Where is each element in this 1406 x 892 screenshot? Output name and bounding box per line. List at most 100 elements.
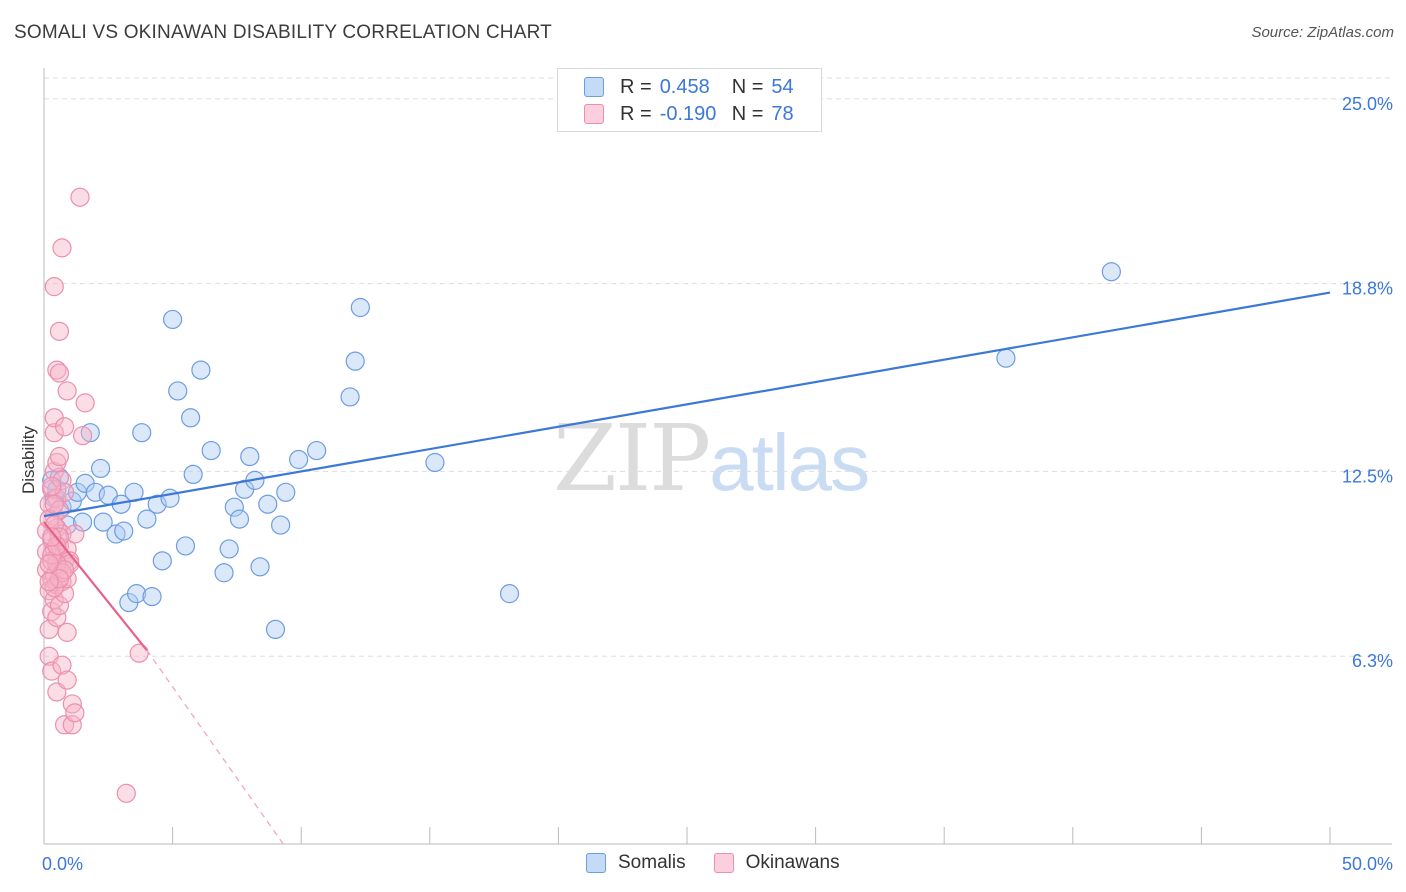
somali-point	[181, 408, 201, 428]
legend-item-somalis[interactable]: Somalis	[586, 852, 686, 874]
somali-point	[229, 509, 250, 529]
legend-swatch-okinawans	[713, 853, 734, 873]
okinawan-point	[54, 584, 75, 604]
somali-point	[126, 584, 147, 604]
somali-point	[250, 557, 270, 577]
somali-point	[152, 551, 172, 571]
somali-point	[90, 458, 111, 479]
somali-point	[137, 509, 157, 529]
legend-label-somalis: Somalis	[618, 852, 686, 873]
x-tick-label: 0.0%	[42, 854, 83, 874]
correlation-legend: R = 0.458 N = 54 R = -0.190 N = 78	[557, 68, 822, 132]
somali-trendline	[43, 291, 1331, 518]
legend-swatch-okinawans	[584, 104, 604, 124]
somali-point	[345, 351, 365, 371]
legend-swatch-somalis	[584, 77, 604, 97]
y-tick-label: 18.8%	[1342, 279, 1393, 299]
okinawan-point	[75, 393, 95, 413]
okinawan-point	[65, 524, 85, 544]
somali-point	[80, 423, 100, 443]
legend-n-label: N =	[731, 102, 764, 125]
somali-point	[276, 482, 296, 502]
okinawan-point	[116, 783, 136, 803]
okinawan-point	[44, 423, 64, 443]
legend-n-value: 78	[771, 102, 794, 125]
okinawan-point	[57, 622, 77, 642]
somali-point	[265, 619, 286, 640]
okinawan-point	[70, 187, 90, 207]
okinawan-point	[57, 381, 77, 401]
somali-point	[132, 423, 152, 443]
somali-point	[996, 348, 1016, 368]
somali-point	[499, 584, 520, 604]
somali-point	[93, 512, 113, 532]
somali-point	[240, 446, 260, 467]
okinawan-point	[57, 670, 77, 690]
legend-r-value: 0.458	[659, 75, 710, 98]
somali-point	[214, 563, 234, 583]
okinawan-trendline	[43, 521, 148, 651]
okinawan-point	[72, 426, 93, 446]
okinawan-point	[49, 446, 70, 467]
source-label: Source: ZipAtlas.com	[1251, 24, 1394, 41]
okinawan-point	[52, 238, 72, 258]
okinawan-point	[52, 470, 72, 490]
legend-row-somalis: R = 0.458 N = 54	[584, 74, 794, 100]
somali-point	[1101, 262, 1121, 282]
okinawan-point	[47, 360, 67, 380]
okinawan-point	[42, 601, 62, 622]
legend-row-okinawans: R = -0.190 N = 78	[584, 101, 794, 127]
okinawan-point	[44, 277, 64, 297]
okinawan-point	[47, 607, 67, 628]
okinawan-point	[62, 715, 82, 735]
somali-point	[350, 297, 370, 318]
somali-point	[201, 440, 221, 461]
somali-point	[191, 360, 211, 380]
somali-point	[175, 536, 196, 556]
somali-point	[114, 521, 134, 541]
legend-r-value: -0.190	[659, 102, 717, 125]
somali-point	[72, 512, 93, 532]
somali-point	[142, 587, 162, 607]
okinawan-point	[49, 321, 70, 341]
y-tick-label: 12.5%	[1342, 466, 1393, 486]
okinawan-point	[65, 703, 85, 723]
okinawan-point	[129, 643, 149, 663]
y-tick-label: 25.0%	[1342, 94, 1393, 114]
somali-point	[168, 381, 188, 401]
legend-r-label: R =	[620, 102, 652, 125]
somali-point	[219, 539, 239, 559]
legend-r-label: R =	[620, 75, 652, 98]
okinawan-trendline-extension	[146, 649, 284, 845]
okinawan-point	[52, 655, 72, 675]
somali-point	[163, 309, 183, 330]
chart-title: SOMALI VS OKINAWAN DISABILITY CORRELATIO…	[14, 22, 552, 43]
x-tick-label: 50.0%	[1342, 854, 1393, 874]
y-tick-label: 6.3%	[1352, 651, 1393, 671]
somali-point	[224, 497, 244, 517]
legend-n-value: 54	[771, 75, 794, 98]
somali-point	[425, 452, 445, 473]
somali-point	[289, 449, 309, 470]
okinawan-point	[42, 661, 62, 681]
okinawan-point	[44, 578, 64, 598]
series-legend: Somalis Okinawans	[586, 852, 868, 874]
okinawan-point	[42, 527, 62, 547]
legend-label-okinawans: Okinawans	[745, 852, 840, 873]
y-axis-label: Disability	[19, 425, 38, 494]
somali-point	[258, 494, 278, 514]
somali-point	[271, 515, 291, 535]
okinawan-point	[42, 476, 62, 496]
somali-point	[160, 488, 180, 508]
legend-item-okinawans[interactable]: Okinawans	[713, 852, 840, 874]
okinawan-point	[49, 595, 70, 616]
okinawan-point	[44, 494, 64, 514]
legend-swatch-somalis	[586, 853, 606, 873]
somali-point	[340, 387, 360, 407]
somali-point	[307, 440, 327, 461]
somali-point	[106, 524, 126, 544]
okinawan-point	[49, 363, 70, 383]
legend-n-label: N =	[731, 75, 764, 98]
okinawan-point	[54, 417, 75, 437]
